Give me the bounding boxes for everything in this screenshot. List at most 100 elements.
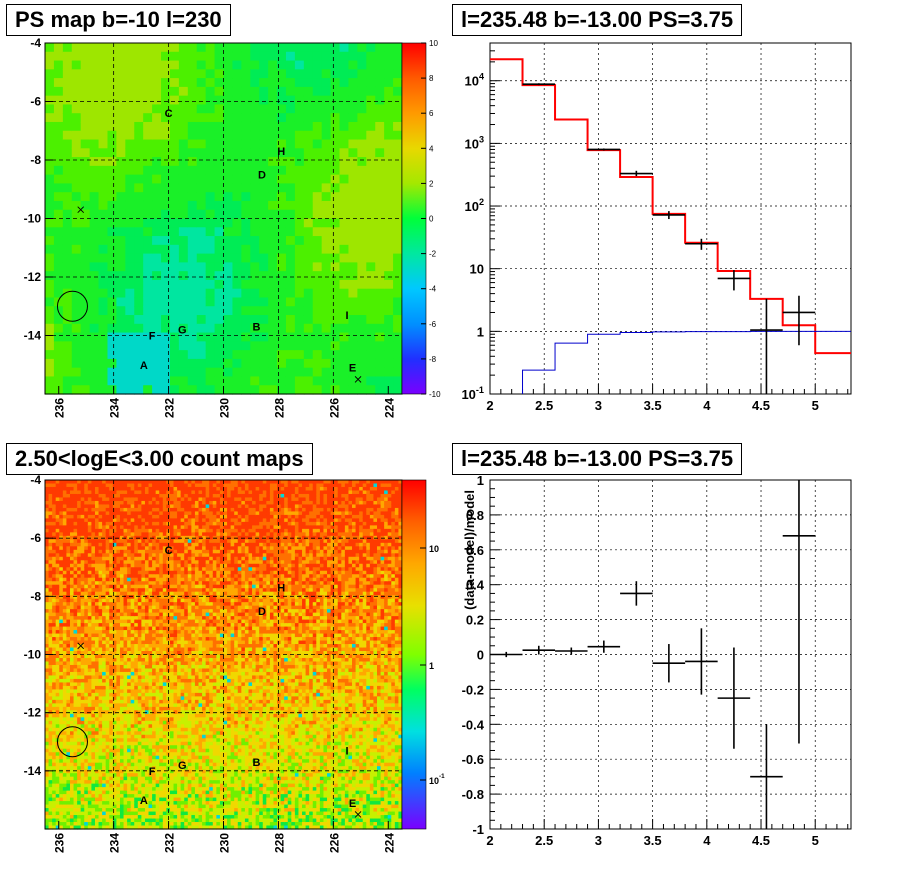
heatmap-cell xyxy=(98,209,109,220)
heatmap-cell xyxy=(66,567,71,572)
heatmap-cell xyxy=(223,218,234,228)
heatmap-cell xyxy=(223,376,234,386)
heatmap-cell xyxy=(137,626,142,631)
heatmap-cell xyxy=(52,692,57,697)
heatmap-cell xyxy=(259,315,269,325)
heatmap-cell xyxy=(102,724,107,729)
heatmap-cell xyxy=(152,306,162,316)
heatmap-cell xyxy=(259,253,269,263)
heatmap-cell xyxy=(321,157,332,167)
heatmap-cell xyxy=(69,644,75,649)
heatmap-cell xyxy=(141,815,146,820)
heatmap-cell xyxy=(71,323,82,334)
heatmap-cell xyxy=(241,262,251,272)
heatmap-cell xyxy=(112,651,117,656)
heatmap-cell xyxy=(214,157,225,167)
heatmap-cell xyxy=(152,218,162,228)
heatmap-cell xyxy=(84,486,89,492)
heatmap-cell xyxy=(62,612,68,617)
heatmap-cell xyxy=(80,271,91,281)
heatmap-cell xyxy=(73,542,78,547)
heatmap-cell xyxy=(277,358,287,369)
heatmap-cell xyxy=(55,752,60,757)
heatmap-cell xyxy=(152,535,157,540)
heatmap-cell xyxy=(141,584,146,589)
heatmap-cell xyxy=(91,780,96,785)
heatmap-cell xyxy=(91,570,96,575)
heatmap-cell xyxy=(107,385,118,395)
heatmap-cell xyxy=(321,236,332,246)
heatmap-cell xyxy=(137,818,142,823)
heatmap-cell xyxy=(241,174,251,185)
heatmap-cell xyxy=(94,692,100,697)
heatmap-cell xyxy=(366,323,376,334)
heatmap-cell xyxy=(84,664,89,670)
heatmap-cell xyxy=(45,209,55,220)
heatmap-cell xyxy=(45,776,50,781)
heatmap-cell xyxy=(66,811,71,816)
heatmap-cell xyxy=(152,157,162,167)
heatmap-cell xyxy=(109,797,114,802)
heatmap-cell xyxy=(330,157,341,167)
heatmap-cell xyxy=(348,227,358,237)
heatmap-cell xyxy=(285,358,296,369)
heatmap-cell xyxy=(366,306,376,316)
heatmap-cell xyxy=(71,174,82,185)
heatmap-cell xyxy=(143,60,153,70)
heatmap-cell xyxy=(48,776,53,781)
heatmap-cell xyxy=(155,584,160,589)
heatmap-cell xyxy=(112,518,117,523)
heatmap-cell xyxy=(339,271,350,281)
heatmap-cell xyxy=(89,200,100,211)
heatmap-cell xyxy=(77,724,82,729)
heatmap-cell xyxy=(294,236,305,246)
heatmap-cell xyxy=(48,773,53,778)
heatmap-cell xyxy=(98,654,103,659)
heatmap-cell xyxy=(116,157,126,167)
heatmap-cell xyxy=(102,598,107,603)
heatmap-cell xyxy=(109,497,114,502)
heatmap-cell xyxy=(98,616,103,621)
heatmap-cell xyxy=(152,766,157,771)
heatmap-cell xyxy=(141,703,146,708)
heatmap-cell xyxy=(45,200,55,211)
heatmap-cell xyxy=(152,51,162,62)
heatmap-cell xyxy=(375,253,385,263)
heatmap-cell xyxy=(144,651,150,656)
heatmap-cell xyxy=(94,731,100,736)
heatmap-cell xyxy=(45,521,50,526)
heatmap-cell xyxy=(141,518,146,523)
heatmap-cell xyxy=(62,591,68,596)
heatmap-cell xyxy=(107,104,118,114)
heatmap-cell xyxy=(178,218,189,228)
heatmap-cell xyxy=(73,633,78,638)
heatmap-cell xyxy=(161,139,171,149)
heatmap-cell xyxy=(55,724,60,729)
heatmap-cell xyxy=(223,113,234,123)
heatmap-cell xyxy=(144,595,150,600)
heatmap-cell xyxy=(339,323,350,334)
heatmap-cell xyxy=(91,514,96,519)
heatmap-cell xyxy=(52,542,57,547)
heatmap-cell xyxy=(357,236,367,246)
heatmap-cell xyxy=(80,367,91,378)
heatmap-cell xyxy=(312,121,323,132)
heatmap-cell xyxy=(148,675,153,680)
heatmap-cell xyxy=(62,602,68,607)
heatmap-cell xyxy=(348,121,358,132)
heatmap-cell xyxy=(109,528,114,533)
heatmap-cell xyxy=(59,619,64,624)
heatmap-cell xyxy=(107,323,118,334)
heatmap-cell xyxy=(116,713,121,718)
heatmap-cell xyxy=(152,542,157,547)
heatmap-cell xyxy=(53,253,64,263)
heatmap-cell xyxy=(148,507,153,513)
heatmap-cell xyxy=(62,766,68,771)
heatmap-cell xyxy=(59,647,64,652)
heatmap-cell xyxy=(80,570,85,575)
heatmap-cell xyxy=(84,647,89,652)
heatmap-cell xyxy=(161,60,171,70)
heatmap-cell xyxy=(91,664,96,670)
heatmap-cell xyxy=(91,644,96,649)
heatmap-cell xyxy=(94,626,100,631)
